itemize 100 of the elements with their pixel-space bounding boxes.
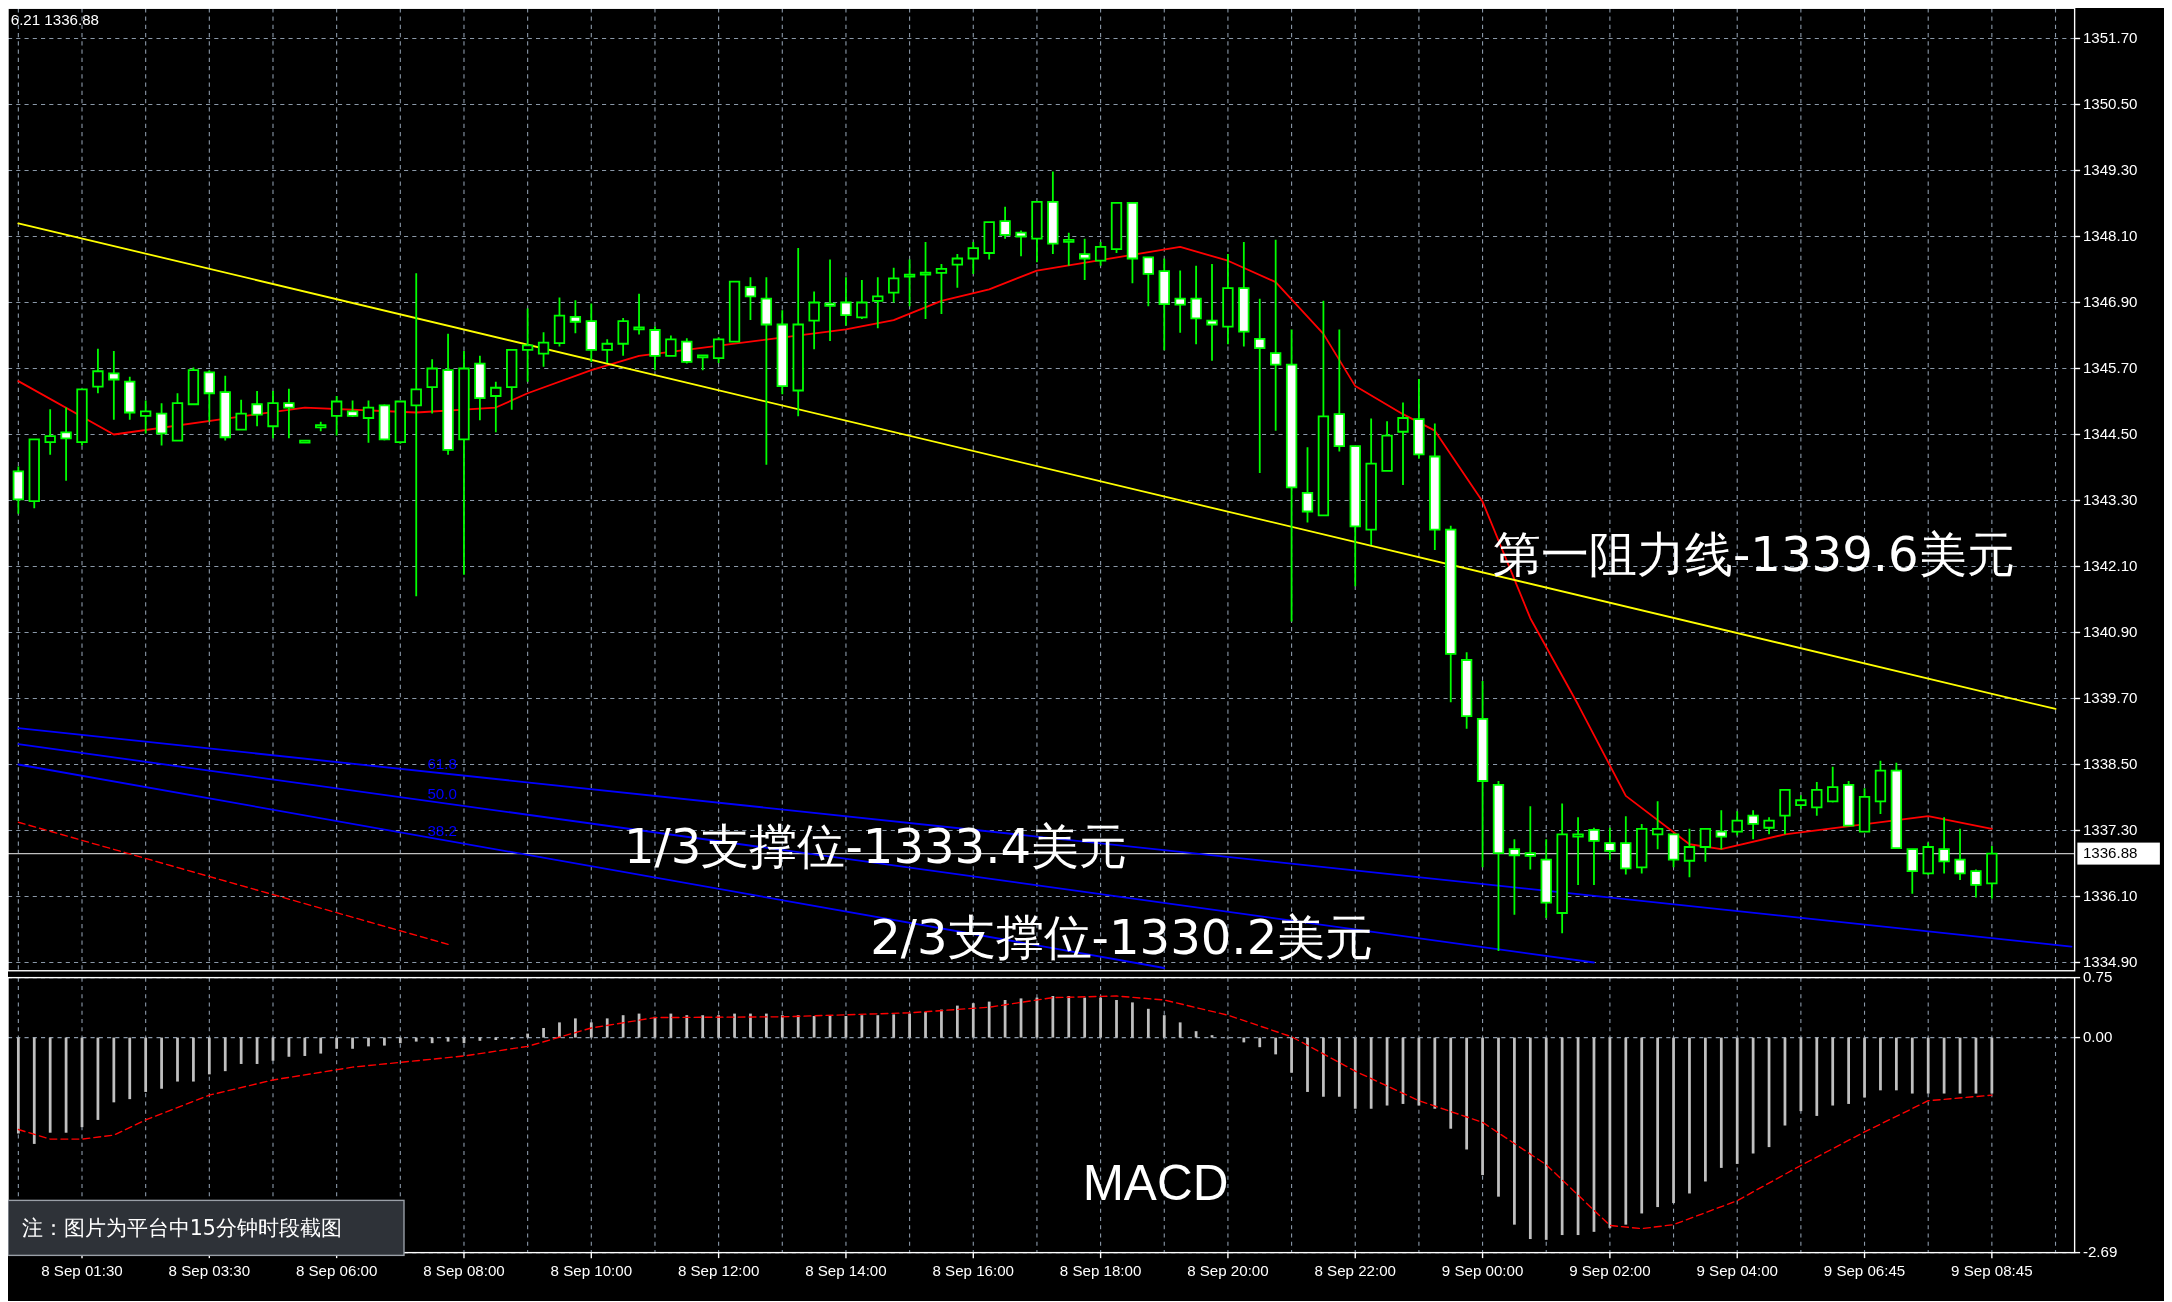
candlestick <box>1190 264 1202 346</box>
candlestick <box>28 438 40 510</box>
bar <box>1162 1015 1166 1038</box>
candlestick <box>506 348 518 411</box>
bar <box>908 1013 911 1038</box>
candlestick <box>1094 241 1107 267</box>
y-tick-label: 1349.30 <box>2082 160 2138 178</box>
y-tick-label: 1343.30 <box>2082 490 2138 508</box>
candlestick <box>1715 809 1727 851</box>
y-tick-label: 1338.50 <box>2082 754 2138 772</box>
bar <box>239 1037 243 1064</box>
bar <box>955 1005 959 1038</box>
bar <box>1863 1037 1866 1098</box>
candlestick <box>553 296 566 348</box>
candlestick <box>394 400 406 445</box>
series-label: 38.2 <box>427 822 457 840</box>
bar <box>860 1015 864 1038</box>
candlestick <box>1986 845 1998 900</box>
bar <box>924 1012 927 1038</box>
annotation: 6.21 1336.88 <box>10 10 99 28</box>
candlestick <box>426 358 438 415</box>
x-tick-label: 8 Sep 03:30 <box>168 1262 251 1279</box>
y-tick-label: 1342.10 <box>2082 556 2138 574</box>
candlestick <box>1126 202 1139 285</box>
candlestick <box>346 399 359 418</box>
candlestick <box>1269 238 1282 432</box>
bar <box>1990 1037 1994 1094</box>
y-tick-label: 1345.70 <box>2082 358 2138 376</box>
x-tick-label: 8 Sep 10:00 <box>550 1262 633 1279</box>
candlestick <box>315 420 327 433</box>
bar <box>717 1015 720 1038</box>
bar <box>574 1018 577 1038</box>
bar <box>1353 1037 1357 1109</box>
x-tick-label: 8 Sep 22:00 <box>1314 1262 1396 1279</box>
candlestick <box>537 331 550 368</box>
candlestick <box>760 276 773 466</box>
candlestick <box>1811 781 1823 817</box>
candlestick <box>1079 237 1091 281</box>
bar <box>1815 1037 1819 1116</box>
bar <box>621 1015 625 1038</box>
bar <box>1242 1037 1246 1043</box>
candlestick <box>1254 297 1266 474</box>
bar <box>940 1009 943 1038</box>
candlestick <box>1636 823 1648 875</box>
candlestick <box>124 375 136 421</box>
bar <box>733 1013 736 1038</box>
candlestick <box>665 334 677 357</box>
bar <box>1895 1037 1898 1091</box>
bar <box>176 1037 179 1082</box>
x-tick-label: 9 Sep 06:45 <box>1823 1262 1906 1279</box>
candlestick <box>267 390 279 440</box>
bar <box>701 1015 705 1038</box>
x-tick-label: 8 Sep 01:30 <box>41 1262 123 1279</box>
bar <box>749 1013 752 1038</box>
y-tick-label: 1336.10 <box>2082 886 2138 904</box>
bar <box>1449 1037 1453 1129</box>
bar <box>1560 1037 1564 1236</box>
bar <box>1465 1037 1469 1150</box>
candlestick <box>1827 765 1839 804</box>
bar <box>1497 1037 1500 1197</box>
bar <box>414 1037 418 1042</box>
bar <box>1688 1037 1691 1194</box>
x-tick-label: 9 Sep 04:00 <box>1696 1262 1778 1279</box>
x-tick-label: 8 Sep 14:00 <box>805 1262 887 1279</box>
candlestick <box>362 399 375 444</box>
candlestick <box>1429 422 1441 551</box>
candlestick <box>1524 805 1536 871</box>
candlestick <box>983 221 995 261</box>
bar <box>1879 1037 1882 1091</box>
bar <box>542 1027 545 1038</box>
candlestick <box>1890 761 1903 849</box>
candlestick <box>187 366 200 407</box>
candlestick <box>1397 401 1409 486</box>
bar <box>1131 1002 1134 1038</box>
bar <box>1624 1037 1628 1225</box>
candlestick <box>1063 231 1075 267</box>
candlestick <box>569 299 582 335</box>
bar <box>144 1037 148 1092</box>
candlestick <box>840 276 852 327</box>
candlestick <box>1651 800 1664 851</box>
bar <box>1528 1037 1532 1240</box>
candlestick <box>1413 378 1425 460</box>
candlestick <box>951 253 964 289</box>
candlestick <box>139 399 152 435</box>
series-label: 50.0 <box>427 785 457 803</box>
candlestick <box>60 406 72 482</box>
candlestick <box>1031 200 1043 264</box>
candlestick <box>1492 780 1505 952</box>
y-tick-label: 1334.90 <box>2082 952 2138 970</box>
candlestick <box>1174 269 1186 334</box>
y-tick-label: 1348.10 <box>2082 226 2138 244</box>
candlestick <box>1683 827 1696 879</box>
x-tick-label: 8 Sep 20:00 <box>1187 1262 1269 1279</box>
candlestick <box>1556 802 1568 935</box>
bar <box>1831 1037 1835 1106</box>
bar <box>971 1003 975 1038</box>
candlestick <box>330 395 343 437</box>
candlestick <box>92 347 104 395</box>
x-tick-label: 8 Sep 18:00 <box>1059 1262 1142 1279</box>
y-tick-label: 1350.50 <box>2082 94 2138 112</box>
